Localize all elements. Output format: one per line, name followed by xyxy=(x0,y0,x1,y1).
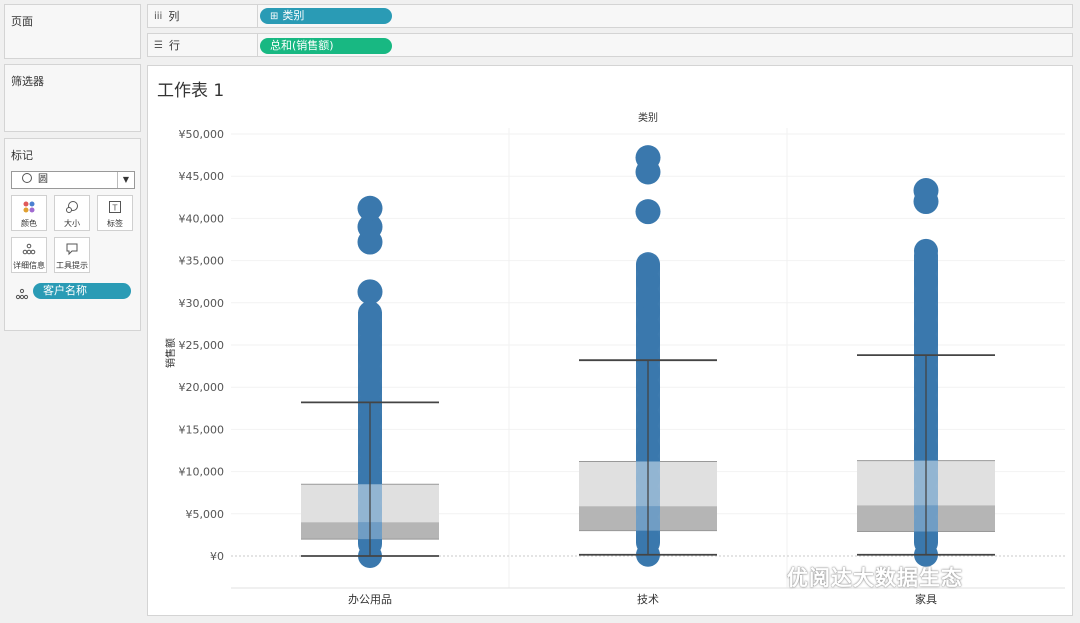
color-button[interactable]: 颜色 xyxy=(11,195,47,231)
worksheet-title: 工作表 1 xyxy=(157,81,225,101)
columns-pill[interactable]: ⊞ 类别 xyxy=(260,8,392,24)
outlier-point xyxy=(635,199,661,225)
detail-icon xyxy=(12,242,46,260)
label-icon: T xyxy=(98,200,132,218)
y-tick-label: ¥10,000 xyxy=(179,466,225,479)
color-dots-icon xyxy=(12,200,46,218)
label-button[interactable]: T 标签 xyxy=(97,195,133,231)
x-category-label: 办公用品 xyxy=(348,593,392,606)
detail-button[interactable]: 详细信息 xyxy=(11,237,47,273)
circle-mark-icon xyxy=(22,173,32,183)
columns-icon: iii xyxy=(154,10,163,22)
outlier-point xyxy=(357,279,383,305)
y-tick-label: ¥25,000 xyxy=(179,339,225,352)
y-tick-label: ¥5,000 xyxy=(186,508,225,521)
tooltip-button-label: 工具提示 xyxy=(56,261,88,270)
size-icon xyxy=(55,200,89,218)
columns-pill-label: 类别 xyxy=(282,9,305,22)
columns-shelf-header: iii 列 xyxy=(148,5,258,27)
y-tick-label: ¥15,000 xyxy=(179,423,225,436)
detail-field-icon xyxy=(15,285,29,304)
pages-card[interactable]: 页面 xyxy=(4,4,141,59)
outlier-point xyxy=(635,145,661,171)
tooltip-icon xyxy=(55,242,89,260)
color-button-label: 颜色 xyxy=(21,219,37,228)
tooltip-button[interactable]: 工具提示 xyxy=(54,237,90,273)
sales-point xyxy=(358,300,382,325)
svg-text:T: T xyxy=(112,204,118,213)
outlier-point xyxy=(913,178,939,204)
outlier-point xyxy=(357,195,383,221)
marks-title: 标记 xyxy=(11,149,33,162)
sales-point xyxy=(914,238,938,263)
rows-icon: ☰ xyxy=(154,39,163,51)
detail-button-label: 详细信息 xyxy=(13,261,45,270)
y-tick-label: ¥35,000 xyxy=(179,255,225,268)
detail-field-pill[interactable]: 客户名称 xyxy=(33,283,131,299)
label-button-label: 标签 xyxy=(107,219,123,228)
rows-shelf-label: 行 xyxy=(168,39,180,52)
x-category-label: 技术 xyxy=(637,593,659,606)
rows-shelf-header: ☰ 行 xyxy=(148,34,258,56)
y-tick-label: ¥40,000 xyxy=(179,212,225,225)
sales-point xyxy=(636,254,660,279)
y-tick-label: ¥45,000 xyxy=(179,170,225,183)
mark-type-dropdown[interactable]: 圆 ▼ xyxy=(11,171,135,189)
y-axis-label: 销售额 xyxy=(164,338,177,368)
chevron-down-icon[interactable]: ▼ xyxy=(117,172,134,188)
outlier-point xyxy=(357,214,383,240)
columns-shelf-label: 列 xyxy=(168,10,180,23)
expand-icon: ⊞ xyxy=(270,11,279,22)
x-category-label: 家具 xyxy=(915,592,937,606)
column-header-title: 类别 xyxy=(638,111,658,124)
size-button-label: 大小 xyxy=(64,219,80,228)
mark-type-label: 圆 xyxy=(38,174,48,185)
y-tick-label: ¥0 xyxy=(210,550,224,563)
filters-card[interactable]: 筛选器 xyxy=(4,64,141,132)
pages-title: 页面 xyxy=(11,15,33,28)
size-button[interactable]: 大小 xyxy=(54,195,90,231)
y-tick-label: ¥20,000 xyxy=(179,381,225,394)
rows-pill[interactable]: 总和(销售额) xyxy=(260,38,392,54)
y-tick-label: ¥30,000 xyxy=(179,297,225,310)
watermark-text: 优阅达大数据生态 xyxy=(787,566,963,590)
y-tick-label: ¥50,000 xyxy=(179,128,225,141)
filters-title: 筛选器 xyxy=(11,75,44,88)
